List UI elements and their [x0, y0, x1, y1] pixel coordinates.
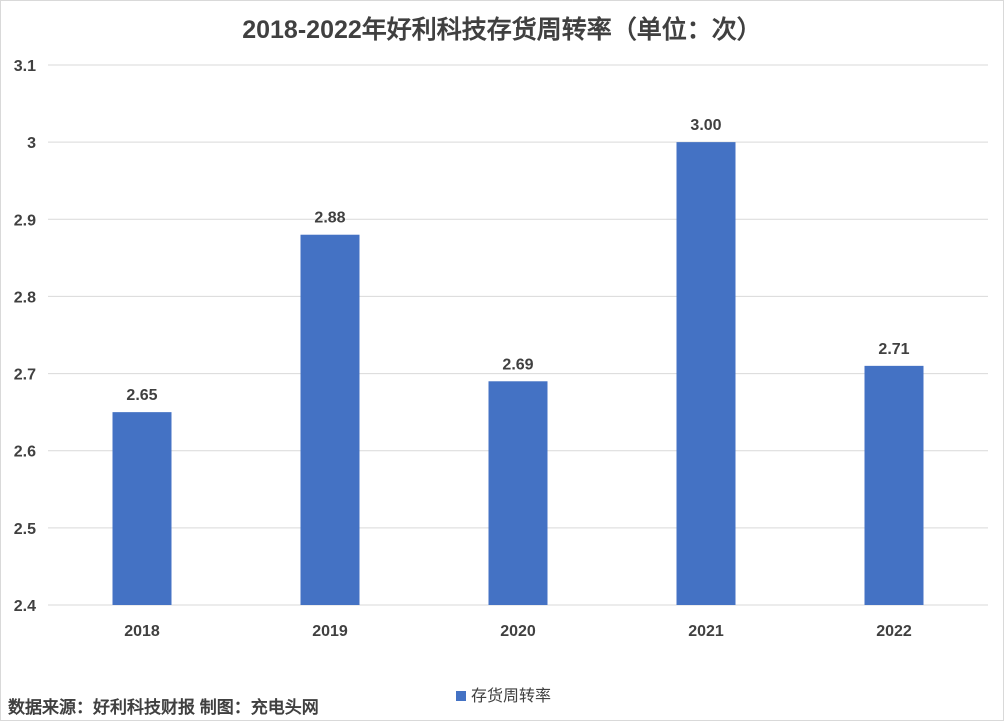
- x-tick-label: 2022: [876, 623, 912, 640]
- grid-lines: [48, 64, 988, 606]
- chart-title: 2018-2022年好利科技存货周转率（单位：次）: [242, 15, 762, 44]
- data-label: 2.88: [314, 210, 345, 227]
- legend-swatch: [456, 691, 466, 701]
- bar: [488, 381, 548, 605]
- bars: [112, 142, 924, 605]
- bar: [676, 142, 736, 605]
- y-tick-label: 2.4: [14, 598, 36, 615]
- y-tick-label: 3.1: [14, 58, 36, 75]
- bar: [112, 412, 172, 605]
- y-tick-label: 2.7: [14, 367, 36, 384]
- data-labels: 2.65 2.88 2.69 3.00 2.71: [126, 117, 909, 404]
- x-tick-label: 2019: [312, 623, 348, 640]
- legend: 存货周转率: [456, 687, 551, 705]
- y-tick-label: 2.5: [14, 521, 36, 538]
- x-axis-ticks: 2018 2019 2020 2021 2022: [124, 623, 912, 640]
- x-tick-label: 2021: [688, 623, 724, 640]
- x-tick-label: 2020: [500, 623, 536, 640]
- bar: [300, 234, 360, 605]
- y-tick-label: 2.9: [14, 212, 36, 229]
- y-tick-label: 2.8: [14, 289, 36, 306]
- y-tick-label: 2.6: [14, 444, 36, 461]
- data-label: 2.69: [502, 356, 533, 373]
- y-axis-ticks: 2.4 2.5 2.6 2.7 2.8 2.9 3 3.1: [14, 58, 36, 615]
- bar: [864, 365, 924, 605]
- y-tick-label: 3: [27, 135, 36, 152]
- data-label: 2.71: [878, 341, 909, 358]
- data-label: 3.00: [690, 117, 721, 134]
- source-note: 数据来源：好利科技财报 制图：充电头网: [8, 697, 319, 717]
- legend-label: 存货周转率: [471, 687, 551, 705]
- x-tick-label: 2018: [124, 623, 160, 640]
- data-label: 2.65: [126, 387, 157, 404]
